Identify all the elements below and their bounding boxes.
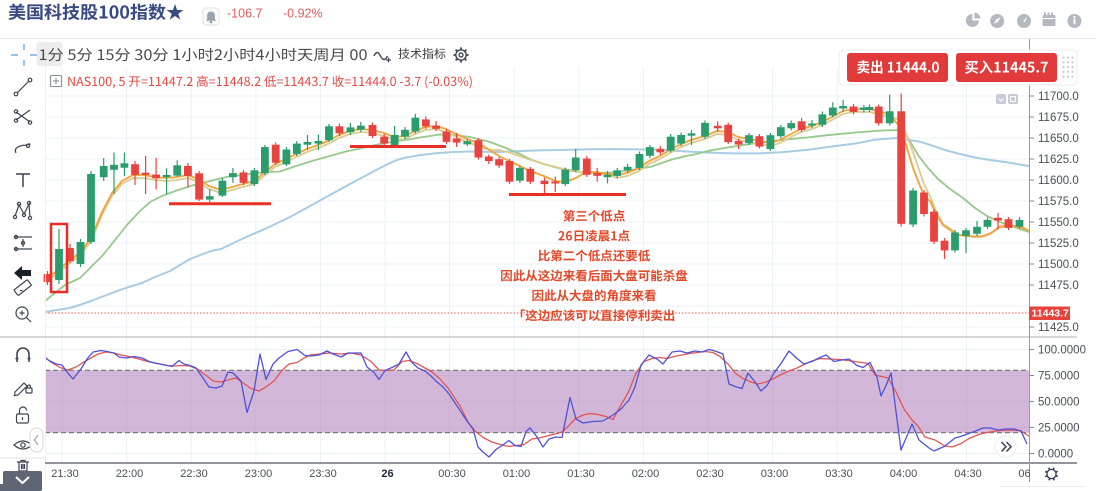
svg-text:-0.92%: -0.92% [283,7,323,21]
svg-text:02:30: 02:30 [696,468,724,480]
svg-text:26: 26 [381,468,393,480]
svg-text:25.0000: 25.0000 [1038,423,1080,435]
svg-text:11700.0: 11700.0 [1038,91,1079,103]
svg-text:75.0000: 75.0000 [1038,371,1080,383]
svg-text:21:30: 21:30 [51,468,79,480]
svg-text:06: 06 [1018,468,1030,480]
svg-text:11650.0: 11650.0 [1038,133,1079,145]
svg-text:01:30: 01:30 [567,468,595,480]
svg-text:50.0000: 50.0000 [1038,397,1080,409]
svg-text:23:00: 23:00 [245,468,273,480]
svg-text:0.0000: 0.0000 [1038,449,1073,461]
svg-text:11625.0: 11625.0 [1038,154,1079,166]
svg-text:11475.0: 11475.0 [1038,280,1079,292]
svg-text:04:30: 04:30 [954,468,982,480]
svg-text:11443.7: 11443.7 [1032,308,1070,320]
svg-text:11675.0: 11675.0 [1038,112,1079,124]
svg-text:03:30: 03:30 [825,468,853,480]
svg-text:01:00: 01:00 [503,468,531,480]
svg-text:22:30: 22:30 [180,468,208,480]
svg-text:04:00: 04:00 [890,468,918,480]
svg-text:100.0000: 100.0000 [1038,345,1086,357]
svg-text:11525.0: 11525.0 [1038,238,1079,250]
svg-text:11500.0: 11500.0 [1038,259,1079,271]
svg-text:11550.0: 11550.0 [1038,217,1079,229]
svg-text:11575.0: 11575.0 [1038,196,1079,208]
svg-text:11600.0: 11600.0 [1038,175,1079,187]
svg-text:02:00: 02:00 [632,468,660,480]
svg-text:23:30: 23:30 [309,468,337,480]
svg-text:00:30: 00:30 [438,468,466,480]
svg-text:-106.7: -106.7 [227,7,262,21]
svg-text:22:00: 22:00 [116,468,144,480]
svg-text:11425.0: 11425.0 [1038,322,1079,334]
svg-text:03:00: 03:00 [761,468,789,480]
